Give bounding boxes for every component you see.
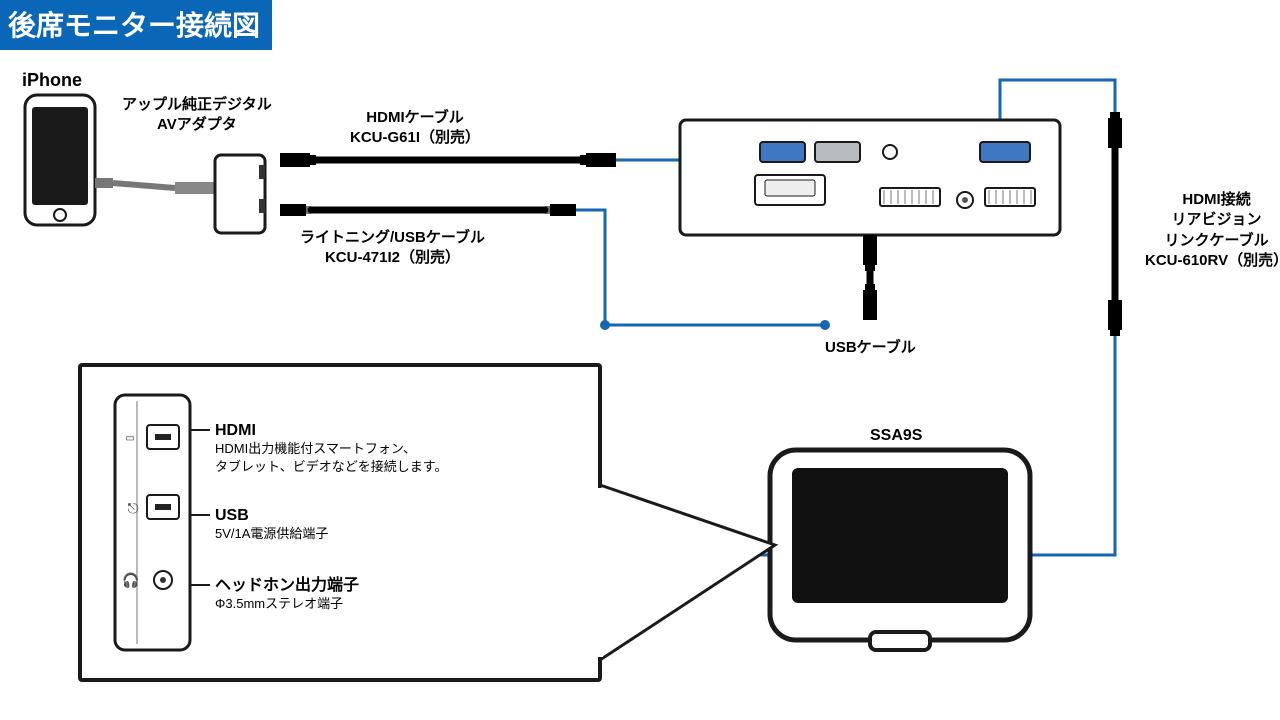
av-adapter-label: アップル純正デジタル AVアダプタ (122, 95, 272, 136)
svg-text:▭: ▭ (125, 433, 134, 444)
iphone-label: iPhone (22, 68, 82, 92)
usb-cable-label: USBケーブル (825, 338, 916, 358)
lightning-usb-label: ライトニング/USBケーブル KCU-471I2（別売） (300, 228, 485, 269)
detail-usb-desc: 5V/1A電源供給端子 (215, 525, 328, 543)
detail-usb-title: USB (215, 505, 249, 527)
detail-headphone-title: ヘッドホン出力端子 (215, 575, 359, 597)
svg-text:🎧: 🎧 (122, 572, 139, 589)
hdmi-cable-label: HDMIケーブル KCU-G61I（別売） (350, 108, 480, 149)
detail-headphone-desc: Φ3.5mmステレオ端子 (215, 595, 343, 613)
detail-hdmi-desc: HDMI出力機能付スマートフォン、 タブレット、ビデオなどを接続します。 (215, 440, 447, 475)
hdmi-rv-cable-label: HDMI接続 リアビジョン リンクケーブル KCU-610RV（別売） (1145, 190, 1280, 271)
detail-hdmi-title: HDMI (215, 420, 256, 442)
ssa9s-label: SSA9S (870, 425, 922, 447)
svg-text:⎋: ⎋ (127, 500, 138, 516)
